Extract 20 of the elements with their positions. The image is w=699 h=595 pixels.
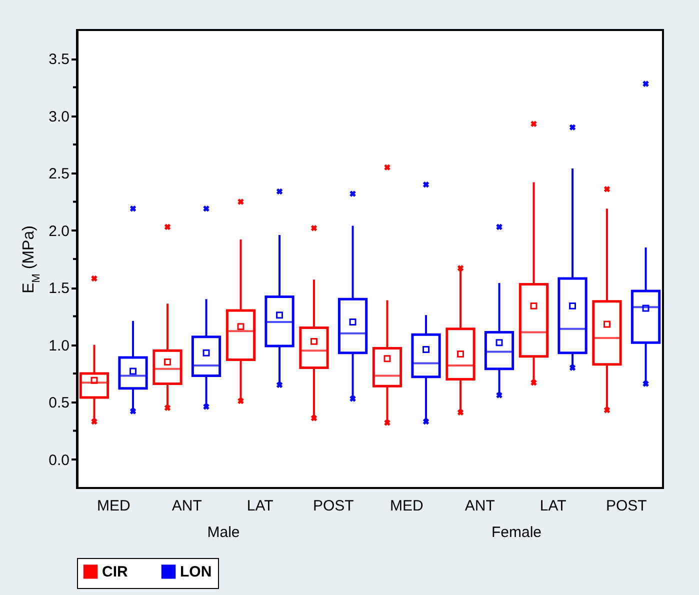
y-tick-label: 2.0 — [48, 222, 70, 240]
legend-label: CIR — [102, 564, 128, 581]
y-tick-label: 2.5 — [48, 166, 70, 183]
y-tick-label: 1.0 — [48, 337, 70, 354]
y-tick-label: 3.5 — [48, 51, 70, 68]
text: Male — [207, 524, 240, 541]
x-tick-label: LAT — [246, 498, 274, 514]
legend-label: LON — [180, 564, 212, 581]
y-tick-label: 1.5 — [48, 280, 70, 298]
x-tick-label: ANT — [464, 498, 495, 514]
x-tick-label: MED — [96, 498, 130, 514]
x-tick-label: MED — [390, 498, 424, 514]
text: Female — [491, 524, 542, 541]
x-tick-label: POST — [312, 498, 354, 514]
y-tick-label: 0.5 — [48, 394, 70, 412]
y-tick-label: 3.0 — [48, 108, 70, 126]
x-tick-label: LAT — [540, 498, 566, 514]
y-tick-label: 0.0 — [48, 452, 70, 469]
x-tick-label: ANT — [172, 498, 202, 514]
x-tick-label: POST — [606, 498, 647, 514]
